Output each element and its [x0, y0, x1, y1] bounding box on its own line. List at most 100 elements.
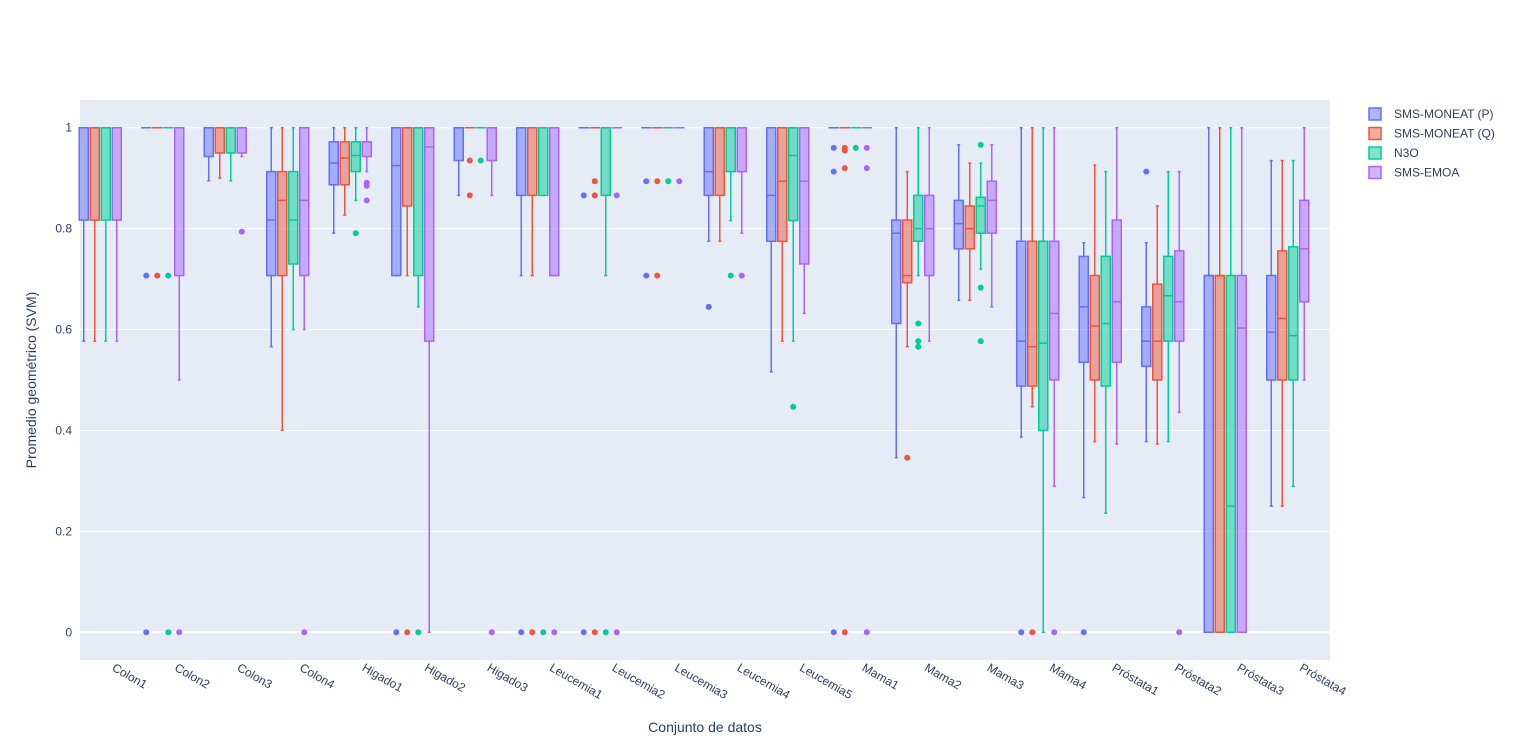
outlier-point: [1080, 629, 1087, 636]
box-body: [288, 170, 299, 265]
outlier-point: [1051, 629, 1058, 636]
x-tick-labels: Colon1 Colon2 Colon3 Colon4 Higado1 Higado2 Hi…: [110, 660, 1349, 702]
legend-label: SMS-EMOA: [1394, 166, 1459, 180]
box-series-group: [78, 126, 1310, 636]
box-body: [1049, 240, 1060, 381]
x-tick-label: Colon1: [110, 660, 150, 691]
legend-label: SMS-MONEAT (Q): [1394, 127, 1495, 141]
outlier-point: [904, 454, 911, 461]
x-tick-label: Mama3: [985, 660, 1027, 692]
x-tick-label: Próstata4: [1297, 660, 1349, 698]
box-body: [736, 126, 747, 173]
legend-item[interactable]: N3O: [1368, 146, 1419, 160]
outlier-point: [643, 272, 650, 279]
outlier-point: [841, 629, 848, 636]
legend-swatch: [1368, 165, 1382, 180]
outlier-point: [591, 629, 598, 636]
box-body: [703, 126, 714, 197]
outlier-point: [613, 192, 620, 199]
legend-label: N3O: [1394, 146, 1419, 160]
legend[interactable]: SMS-MONEAT (P) SMS-MONEAT (Q) N3O SMS-EMOA: [1368, 107, 1495, 180]
box-body: [549, 126, 560, 277]
x-tick-label: Higado2: [422, 660, 468, 695]
x-tick-label: Leucemia4: [735, 660, 793, 702]
box-body: [766, 126, 777, 243]
box-body: [214, 126, 225, 154]
y-tick-label: 0.6: [55, 323, 72, 337]
box-body: [1214, 274, 1225, 634]
box-body: [89, 126, 100, 221]
outlier-point: [591, 192, 598, 199]
x-tick-label: Leucemia3: [672, 660, 730, 702]
box-body: [714, 126, 725, 197]
outlier-point: [643, 178, 650, 185]
box-body: [725, 126, 736, 173]
box-body: [1016, 240, 1027, 387]
box-body: [277, 170, 288, 277]
x-tick-label: Mama1: [860, 660, 902, 692]
outlier-point: [415, 629, 422, 636]
y-tick-labels: 0 0.2 0.4 0.6 0.8 1: [55, 121, 72, 640]
box-body: [1174, 250, 1185, 342]
outlier-point: [727, 272, 734, 279]
outlier-point: [143, 629, 150, 636]
outlier-point: [165, 272, 172, 279]
box-body: [964, 205, 975, 250]
y-tick-label: 0.2: [55, 524, 72, 538]
box-body: [424, 126, 435, 342]
box-body: [986, 180, 997, 234]
outlier-point: [580, 629, 587, 636]
box-body: [486, 126, 497, 162]
x-tick-label: Leucemia5: [797, 660, 855, 702]
box-body: [174, 126, 185, 277]
outlier-point: [654, 178, 661, 185]
box-body: [225, 126, 236, 154]
box-body: [100, 126, 111, 221]
outlier-point: [830, 144, 837, 151]
legend-item[interactable]: SMS-MONEAT (P): [1368, 107, 1494, 121]
outlier-point: [1143, 168, 1150, 175]
outlier-point: [393, 629, 400, 636]
box-body: [1277, 250, 1288, 381]
legend-swatch: [1368, 107, 1382, 121]
outlier-point: [551, 629, 558, 636]
box-body: [1225, 274, 1236, 634]
y-axis-title: Promedio geométrico (SVM): [23, 292, 39, 469]
x-tick-label: Colon2: [172, 660, 212, 691]
x-tick-label: Próstata1: [1110, 660, 1162, 698]
y-tick-label: 0: [65, 625, 72, 639]
box-body: [1299, 199, 1310, 303]
box-body: [799, 126, 810, 265]
legend-item[interactable]: SMS-MONEAT (Q): [1368, 127, 1495, 141]
outlier-point: [977, 338, 984, 345]
x-tick-label: Colon3: [235, 660, 275, 691]
legend-item[interactable]: SMS-EMOA: [1368, 165, 1459, 180]
outlier-point: [466, 192, 473, 199]
box-body: [299, 126, 310, 277]
outlier-point: [466, 157, 473, 164]
box-body: [1203, 274, 1214, 634]
outlier-point: [154, 272, 161, 279]
outlier-point: [363, 182, 370, 189]
outlier-point: [705, 303, 712, 310]
box-body: [1089, 274, 1100, 381]
box-body: [538, 126, 549, 197]
box-body: [1078, 255, 1089, 364]
outlier-point: [363, 197, 370, 204]
box-body: [203, 126, 214, 158]
y-tick-label: 0.8: [55, 222, 72, 236]
legend-swatch: [1368, 146, 1382, 160]
box-body: [891, 219, 902, 325]
outlier-point: [176, 629, 183, 636]
box-body: [1100, 255, 1111, 387]
box-body: [953, 199, 964, 250]
outlier-point: [613, 629, 620, 636]
outlier-point: [915, 343, 922, 350]
outlier-point: [790, 403, 797, 410]
outlier-point: [518, 629, 525, 636]
box-body: [1141, 306, 1152, 368]
x-tick-label: Leucemia2: [610, 660, 668, 702]
outlier-point: [602, 629, 609, 636]
x-tick-label: Mama4: [1047, 660, 1089, 692]
box-body: [924, 194, 935, 277]
